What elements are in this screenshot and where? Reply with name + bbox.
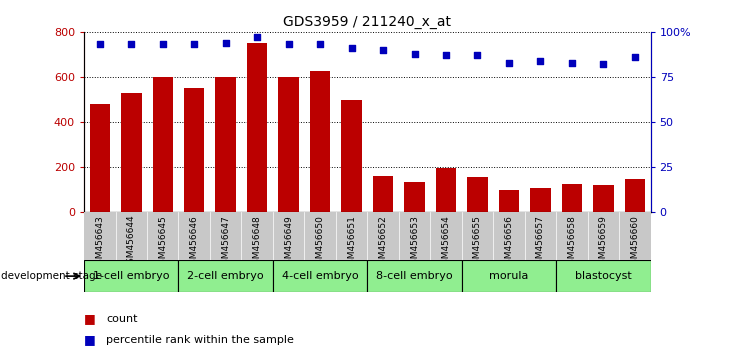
Point — [566, 60, 577, 65]
Bar — [216, 77, 236, 212]
Point — [283, 42, 295, 47]
Text: GSM456652: GSM456652 — [379, 215, 387, 269]
Point — [251, 34, 263, 40]
Bar — [373, 176, 393, 212]
Text: blastocyst: blastocyst — [575, 271, 632, 281]
Bar — [436, 169, 456, 212]
Text: GSM456647: GSM456647 — [221, 215, 230, 269]
Bar — [499, 190, 519, 212]
Point — [440, 52, 452, 58]
Text: development stage: development stage — [1, 271, 102, 281]
Title: GDS3959 / 211240_x_at: GDS3959 / 211240_x_at — [284, 16, 451, 29]
Text: ■: ■ — [84, 333, 96, 346]
Text: GSM456651: GSM456651 — [347, 215, 356, 270]
Bar — [279, 77, 299, 212]
Text: GSM456650: GSM456650 — [316, 215, 325, 270]
Bar — [273, 260, 368, 292]
Bar — [556, 260, 651, 292]
Text: GSM456659: GSM456659 — [599, 215, 608, 270]
Point — [220, 40, 232, 46]
Text: GSM456654: GSM456654 — [442, 215, 450, 269]
Bar — [530, 188, 550, 212]
Bar — [153, 77, 173, 212]
Bar — [178, 260, 273, 292]
Bar — [624, 178, 645, 212]
Text: 4-cell embryo: 4-cell embryo — [282, 271, 358, 281]
Text: morula: morula — [489, 271, 529, 281]
Point — [346, 45, 357, 51]
Point — [314, 42, 326, 47]
Point — [189, 42, 200, 47]
Point — [597, 62, 609, 67]
Bar — [184, 88, 205, 212]
Text: GSM456643: GSM456643 — [95, 215, 105, 269]
Bar — [310, 72, 330, 212]
Text: ■: ■ — [84, 312, 96, 325]
Point — [94, 42, 106, 47]
Text: GSM456646: GSM456646 — [190, 215, 199, 269]
Point — [503, 60, 515, 65]
Bar — [462, 260, 556, 292]
Point — [629, 54, 640, 60]
Text: GSM456648: GSM456648 — [253, 215, 262, 269]
Text: GSM456655: GSM456655 — [473, 215, 482, 270]
Bar — [404, 182, 425, 212]
Text: GSM456660: GSM456660 — [630, 215, 640, 270]
Bar — [467, 177, 488, 212]
Text: GSM456644: GSM456644 — [126, 215, 136, 269]
Point — [534, 58, 546, 64]
Text: GSM456649: GSM456649 — [284, 215, 293, 269]
Text: GSM456656: GSM456656 — [504, 215, 513, 270]
Bar — [121, 93, 142, 212]
Text: 8-cell embryo: 8-cell embryo — [376, 271, 452, 281]
Bar — [341, 99, 362, 212]
Point — [409, 51, 420, 56]
Text: GSM456658: GSM456658 — [567, 215, 577, 270]
Text: GSM456645: GSM456645 — [158, 215, 167, 269]
Point — [126, 42, 137, 47]
Text: count: count — [106, 314, 137, 324]
Text: percentile rank within the sample: percentile rank within the sample — [106, 335, 294, 345]
Bar — [90, 104, 110, 212]
Text: 1-cell embryo: 1-cell embryo — [93, 271, 170, 281]
Point — [377, 47, 389, 53]
Bar — [593, 185, 613, 212]
Text: GSM456657: GSM456657 — [536, 215, 545, 270]
Text: GSM456653: GSM456653 — [410, 215, 419, 270]
Bar — [368, 260, 462, 292]
Bar — [561, 184, 582, 212]
Point — [157, 42, 169, 47]
Text: 2-cell embryo: 2-cell embryo — [187, 271, 264, 281]
Bar — [247, 43, 268, 212]
Point — [471, 52, 483, 58]
Bar — [84, 260, 178, 292]
